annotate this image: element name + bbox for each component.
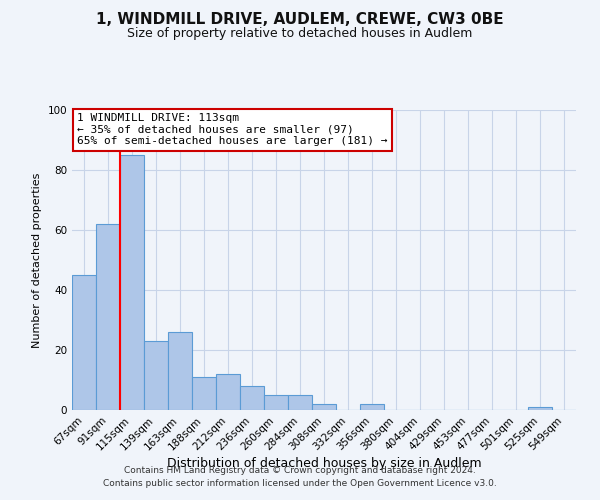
Bar <box>192 377 216 410</box>
X-axis label: Distribution of detached houses by size in Audlem: Distribution of detached houses by size … <box>167 458 481 470</box>
Bar <box>96 224 120 410</box>
Bar <box>264 395 288 410</box>
Bar <box>144 341 168 410</box>
Bar <box>240 386 264 410</box>
Text: Size of property relative to detached houses in Audlem: Size of property relative to detached ho… <box>127 28 473 40</box>
Bar <box>360 404 384 410</box>
Bar <box>120 155 144 410</box>
Bar <box>288 395 312 410</box>
Bar <box>528 407 552 410</box>
Y-axis label: Number of detached properties: Number of detached properties <box>32 172 42 348</box>
Text: 1, WINDMILL DRIVE, AUDLEM, CREWE, CW3 0BE: 1, WINDMILL DRIVE, AUDLEM, CREWE, CW3 0B… <box>96 12 504 28</box>
Bar <box>168 332 192 410</box>
Bar <box>72 275 96 410</box>
Text: 1 WINDMILL DRIVE: 113sqm
← 35% of detached houses are smaller (97)
65% of semi-d: 1 WINDMILL DRIVE: 113sqm ← 35% of detach… <box>77 113 388 146</box>
Bar <box>216 374 240 410</box>
Bar <box>312 404 336 410</box>
Text: Contains HM Land Registry data © Crown copyright and database right 2024.
Contai: Contains HM Land Registry data © Crown c… <box>103 466 497 487</box>
